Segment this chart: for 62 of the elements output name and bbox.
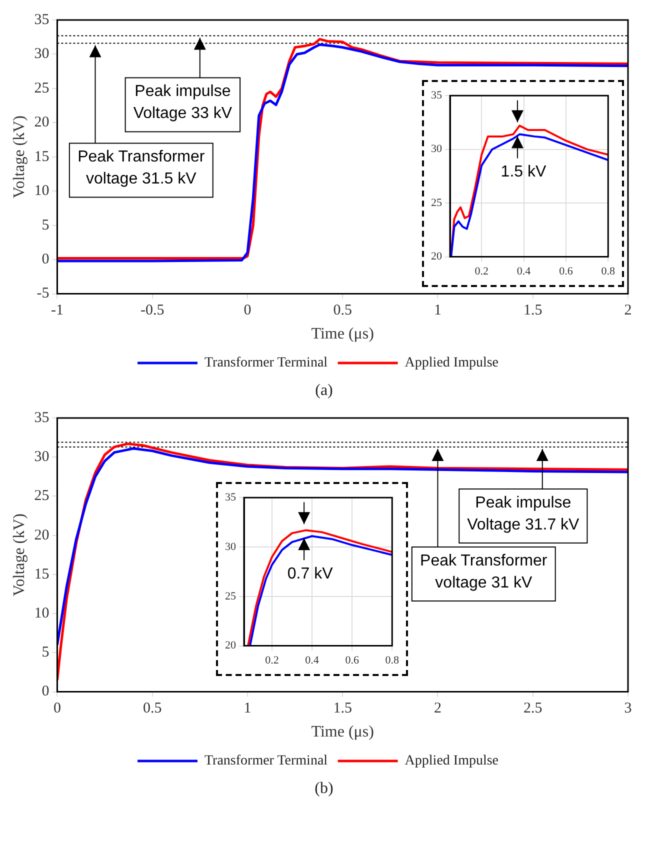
- x-tick-label: 0.8: [385, 654, 400, 666]
- x-tick-label: -0.5: [140, 302, 164, 319]
- x-tick-label: 1.5: [333, 700, 352, 717]
- x-tick-label: 2: [434, 700, 442, 717]
- y-tick-label: 35: [225, 491, 236, 504]
- x-tick-label: 1.5: [523, 302, 542, 319]
- y-tick-label: -5: [36, 286, 50, 302]
- y-tick-label: 25: [34, 488, 50, 504]
- x-tick-label: 2.5: [523, 700, 542, 717]
- legend-label: Applied Impulse: [404, 356, 499, 371]
- text: (a): [314, 382, 334, 400]
- annotation: Peak Transformer voltage 31.5 kV: [78, 148, 206, 188]
- y-tick-label: 25: [34, 80, 50, 96]
- y-tick-label: 30: [431, 143, 442, 156]
- y-tick-label: 15: [34, 566, 50, 582]
- x-tick-label: 1: [244, 700, 252, 717]
- annotation: 1.5 kV: [500, 164, 546, 181]
- x-tick-label: 0.5: [333, 302, 352, 319]
- annotation: Peak impulse Voltage 31.7 kV: [467, 494, 580, 534]
- y-tick-label: 35: [34, 410, 50, 426]
- x-tick-label: 0.4: [516, 265, 532, 278]
- y-tick-label: 20: [34, 527, 50, 544]
- x-axis-title: Time (μs): [311, 326, 374, 343]
- y-tick-label: 30: [34, 46, 50, 62]
- x-tick-label: 0.6: [559, 265, 574, 278]
- y-axis-title: Voltage (kV): [10, 514, 28, 596]
- x-tick-label: 0.2: [474, 265, 488, 278]
- annotation: Peak impulse Voltage 33 kV: [133, 83, 232, 122]
- x-axis-title: Time (μs): [311, 724, 374, 741]
- x-tick-label: 3: [624, 700, 632, 717]
- y-tick-label: 25: [431, 196, 442, 209]
- x-tick-label: 1: [434, 302, 442, 319]
- legend-label: Applied Impulse: [404, 754, 499, 769]
- y-tick-label: 10: [34, 606, 50, 622]
- x-tick-label: -1: [50, 302, 64, 319]
- y-tick-label: 25: [225, 590, 236, 602]
- y-axis-title: Voltage (kV): [10, 116, 28, 198]
- y-tick-label: 0: [42, 684, 50, 700]
- x-tick-label: 0.6: [345, 654, 360, 666]
- y-tick-label: 10: [34, 183, 50, 200]
- x-tick-label: 0.2: [265, 654, 279, 666]
- y-tick-label: 5: [42, 644, 50, 661]
- y-tick-label: 20: [225, 640, 236, 652]
- y-tick-label: 20: [431, 250, 442, 263]
- x-tick-label: 0: [53, 700, 61, 717]
- x-tick-label: 0.8: [601, 265, 616, 278]
- legend-label: Transformer Terminal: [204, 754, 328, 769]
- y-tick-label: 5: [42, 217, 50, 234]
- y-tick-label: 15: [34, 148, 50, 165]
- y-tick-label: 35: [34, 12, 50, 28]
- x-tick-label: 0: [244, 302, 252, 319]
- y-tick-label: 35: [431, 89, 442, 102]
- y-tick-label: 30: [225, 540, 236, 553]
- y-tick-label: 30: [34, 449, 50, 466]
- y-tick-label: 20: [34, 114, 50, 131]
- x-tick-label: 0.5: [142, 700, 162, 717]
- legend-label: Transformer Terminal: [204, 356, 328, 371]
- annotation: Peak Transformer voltage 31 kV: [420, 552, 548, 592]
- x-tick-label: 2: [624, 302, 632, 319]
- text: (b): [314, 780, 334, 798]
- annotation: 0.7 kV: [287, 566, 334, 583]
- x-tick-label: 0.4: [305, 654, 320, 666]
